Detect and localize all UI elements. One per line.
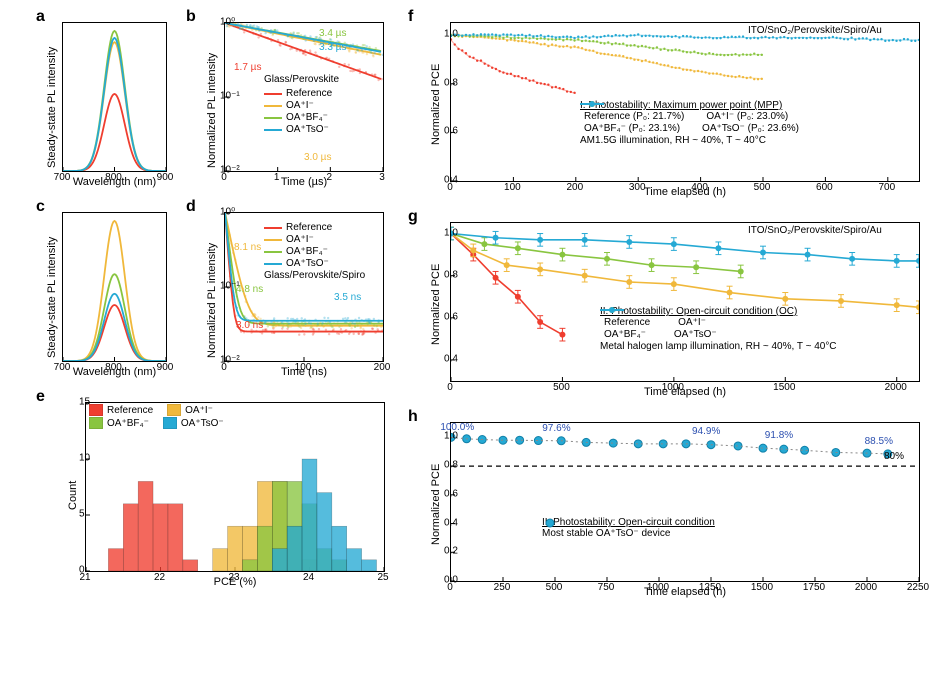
ylabel-b: Normalized PL intensity [206,26,218,168]
ylabel-c: Steady-state PL intensity [46,216,58,358]
top-note: Glass/Perovskite [264,74,339,85]
top-note: Glass/Perovskite/Spiro [264,270,365,281]
ylabel-g: Normalized PCE [430,225,442,345]
label-e: e [36,388,45,406]
label-f: f [408,8,413,26]
label-c: c [36,198,45,216]
panel-g-chart [450,222,920,382]
ylabel-a: Steady-state PL intensity [46,26,58,168]
label-d: d [186,198,196,216]
xlabel-g: Time elapsed (h) [450,386,920,398]
label-a: a [36,8,45,26]
label-g: g [408,208,418,226]
label-h: h [408,408,418,426]
label-b: b [186,8,196,26]
ylabel-e: Count [67,410,79,510]
panel-h-chart [450,422,920,582]
ylabel-h: Normalized PCE [430,425,442,545]
ylabel-f: Normalized PCE [430,25,442,145]
ylabel-d: Normalized PL intensity [206,216,218,358]
panel-a-chart [62,22,167,172]
xlabel-h: Time elapsed (h) [450,586,920,598]
xlabel-b: Time (µs) [224,176,384,188]
panel-c-chart [62,212,167,362]
